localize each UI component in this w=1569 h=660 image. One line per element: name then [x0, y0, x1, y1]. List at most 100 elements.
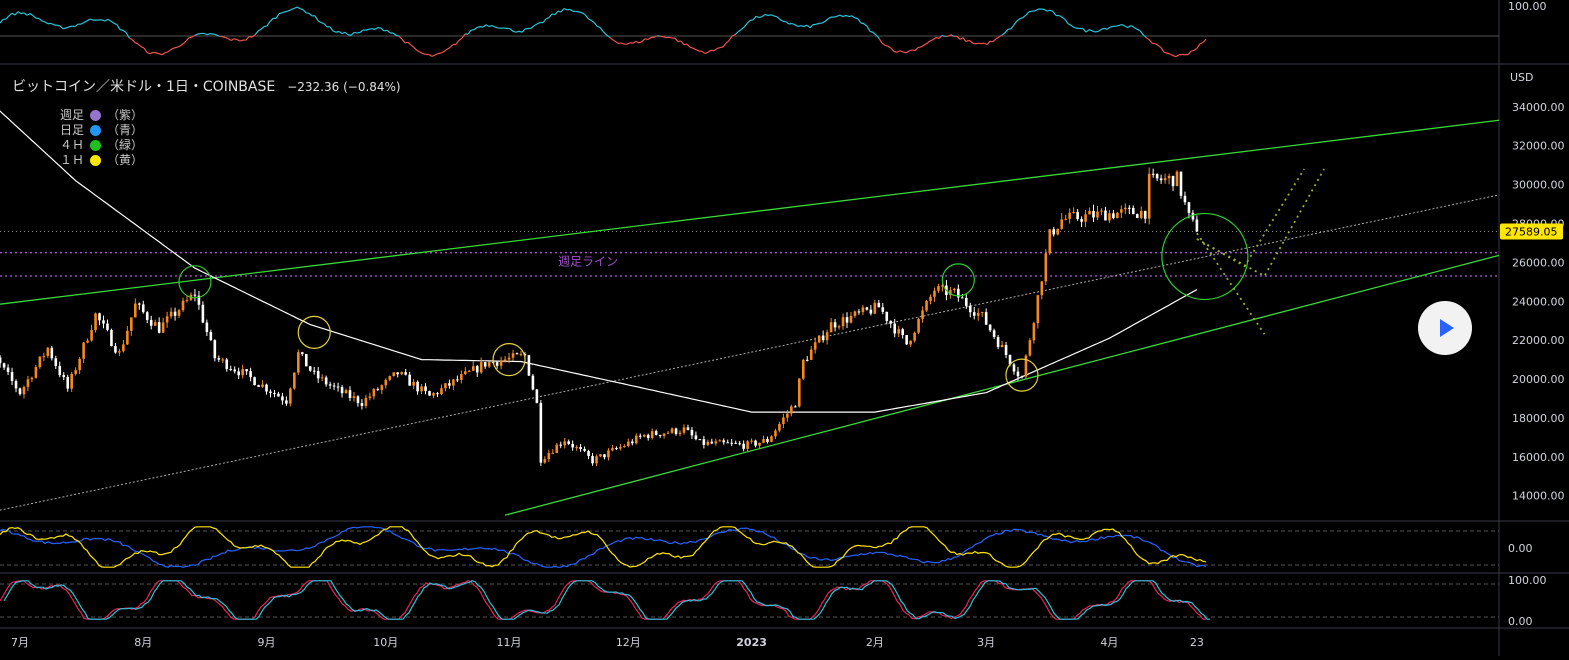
top-y-tick: 100.00: [1508, 0, 1547, 13]
top-indicator-line: [645, 39, 648, 40]
top-indicator-line: [717, 48, 720, 49]
y-tick-label: 16000.00: [1512, 451, 1565, 464]
candle-body: [1052, 229, 1055, 234]
y-tick-label: 24000.00: [1512, 295, 1565, 308]
moving-average-line: [0, 89, 1197, 412]
purple-dot-icon: [90, 110, 101, 121]
candle-body: [202, 305, 205, 323]
x-tick-label: 2月: [866, 636, 884, 649]
top-indicator-line: [285, 11, 288, 12]
candle-body: [695, 435, 698, 439]
candle-body: [1156, 174, 1159, 178]
candle-body: [1188, 202, 1191, 213]
top-indicator-line: [894, 51, 897, 52]
candle-body: [921, 310, 924, 319]
candle-body: [62, 375, 65, 377]
candle-body: [703, 439, 706, 445]
candle-body: [293, 373, 296, 389]
top-indicator-line: [759, 17, 762, 18]
top-indicator-line: [486, 25, 489, 27]
candle-body: [94, 313, 97, 330]
top-indicator-line: [1200, 42, 1203, 43]
top-indicator-line: [849, 16, 852, 17]
replay-play-button[interactable]: [1418, 301, 1472, 355]
candle-body: [464, 371, 467, 374]
top-indicator-line: [171, 48, 174, 49]
symbol-header: ビットコイン／米ドル・1日・COINBASE−232.36 (−0.84%): [12, 76, 401, 96]
top-indicator-line: [318, 21, 321, 23]
top-indicator-line: [909, 50, 912, 51]
candle-body: [106, 324, 109, 330]
candle-body: [488, 362, 491, 366]
candle-body: [158, 322, 161, 333]
top-indicator-line: [408, 42, 411, 45]
candle-body: [687, 427, 690, 429]
candle-body: [544, 459, 547, 463]
top-indicator-line: [21, 13, 24, 14]
top-indicator-line: [348, 35, 351, 36]
candle-body: [897, 329, 900, 333]
top-indicator-line: [24, 13, 27, 15]
candle-body: [711, 442, 714, 444]
top-indicator-line: [246, 37, 249, 40]
top-indicator-line: [387, 30, 390, 33]
candle-body: [985, 312, 988, 324]
top-indicator-line: [915, 48, 918, 51]
candle-body: [1037, 295, 1040, 323]
candle-body: [933, 291, 936, 297]
top-indicator-line: [261, 27, 264, 30]
top-indicator-line: [639, 42, 642, 43]
candle-body: [563, 441, 566, 445]
x-tick-label: 2023: [736, 636, 767, 649]
top-indicator-line: [165, 52, 168, 53]
top-indicator-line: [570, 9, 573, 11]
candle-body: [567, 441, 570, 443]
candle-body: [317, 371, 320, 378]
candle-body: [866, 307, 869, 309]
top-indicator-line: [981, 43, 984, 44]
weekly-lines: 週足ライン: [0, 253, 1499, 276]
top-indicator-line: [66, 27, 69, 28]
top-indicator-line: [1014, 21, 1017, 25]
candle-body: [1180, 172, 1183, 196]
candle-body: [1033, 323, 1036, 340]
top-indicator-line: [75, 24, 78, 26]
candle-body: [1076, 212, 1079, 219]
candle-body: [233, 370, 236, 372]
candle-body: [814, 342, 817, 349]
x-tick-label: 4月: [1100, 636, 1118, 649]
top-indicator-line: [687, 44, 690, 47]
candle-body: [1084, 214, 1087, 221]
candle-body: [154, 322, 157, 325]
candle-body: [893, 324, 896, 334]
top-indicator-line: [861, 23, 864, 24]
candle-body: [1120, 209, 1123, 213]
candle-body: [631, 442, 634, 444]
top-indicator-line: [780, 19, 783, 21]
candle-body: [301, 352, 304, 354]
candle-body: [476, 366, 479, 372]
candle-body: [1041, 281, 1044, 295]
top-indicator-line: [1155, 44, 1158, 46]
top-indicator-line: [459, 38, 462, 40]
candle-body: [47, 348, 50, 356]
top-indicator-line: [579, 12, 582, 13]
candle-body: [416, 382, 419, 391]
top-indicator-line: [693, 48, 696, 50]
candle-body: [15, 381, 18, 388]
candle-body: [905, 335, 908, 344]
candle-body: [225, 359, 228, 369]
top-indicator-line: [411, 45, 414, 48]
candle-body: [977, 313, 980, 316]
top-indicator-line: [729, 36, 732, 40]
channel-mid-dotted-line: [0, 195, 1499, 515]
top-indicator-line: [294, 7, 297, 8]
top-indicator-line: [738, 30, 741, 32]
top-indicator-line: [189, 37, 192, 38]
top-indicator-line: [777, 17, 780, 20]
candle-body: [1108, 213, 1111, 220]
candle-body: [365, 398, 368, 406]
